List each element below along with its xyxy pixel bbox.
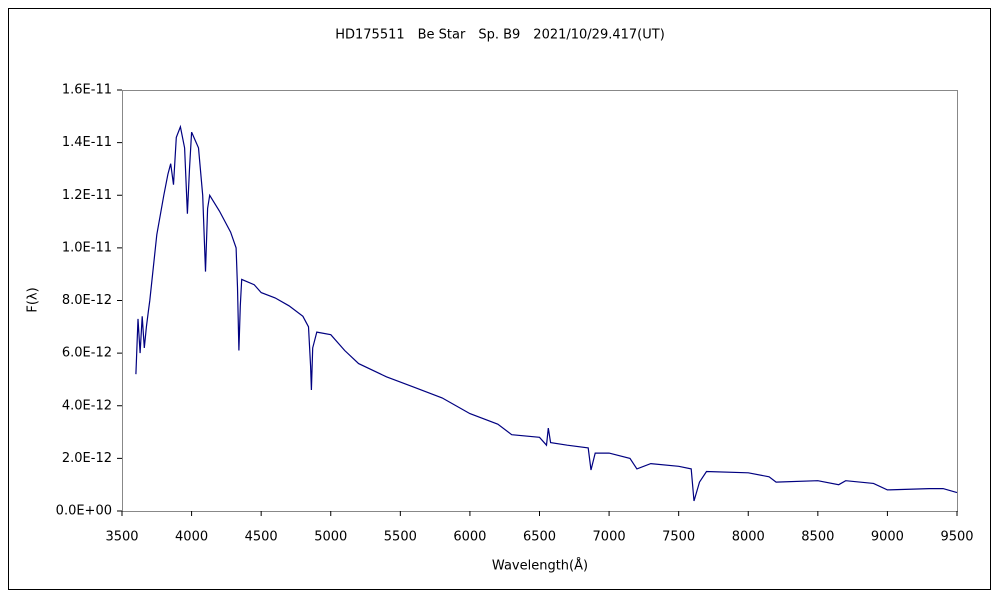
y-tick-label: 1.0E-11 — [62, 240, 112, 255]
x-tick-label: 4500 — [245, 530, 278, 545]
y-tick-label: 2.0E-12 — [62, 451, 112, 466]
y-tick-label: 6.0E-12 — [62, 346, 112, 361]
y-axis-label: F(λ) — [26, 287, 41, 312]
x-tick-label: 8500 — [801, 530, 834, 545]
y-tick-label: 0.0E+00 — [56, 504, 112, 519]
y-tick-label: 1.4E-11 — [62, 135, 112, 150]
x-axis-label: Wavelength(Å) — [492, 558, 588, 574]
x-tick-label: 6000 — [453, 530, 486, 545]
chart-title: HD175511 Be Star Sp. B9 2021/10/29.417(U… — [335, 28, 665, 43]
x-tick-label: 9000 — [871, 530, 904, 545]
x-tick-label: 5500 — [384, 530, 417, 545]
x-tick-label: 3500 — [105, 530, 138, 545]
x-tick-label: 7000 — [593, 530, 626, 545]
y-tick-label: 1.2E-11 — [62, 188, 112, 203]
x-tick-label: 9500 — [940, 530, 973, 545]
x-tick-label: 6500 — [523, 530, 556, 545]
y-tick-label: 1.6E-11 — [62, 83, 112, 98]
spectrum-line — [135, 124, 958, 502]
x-tick-label: 8000 — [732, 530, 765, 545]
x-tick-label: 5000 — [314, 530, 347, 545]
plot-area — [122, 90, 958, 512]
y-tick-label: 8.0E-12 — [62, 293, 112, 308]
x-tick-label: 4000 — [175, 530, 208, 545]
x-tick-label: 7500 — [662, 530, 695, 545]
y-tick-label: 4.0E-12 — [62, 398, 112, 413]
